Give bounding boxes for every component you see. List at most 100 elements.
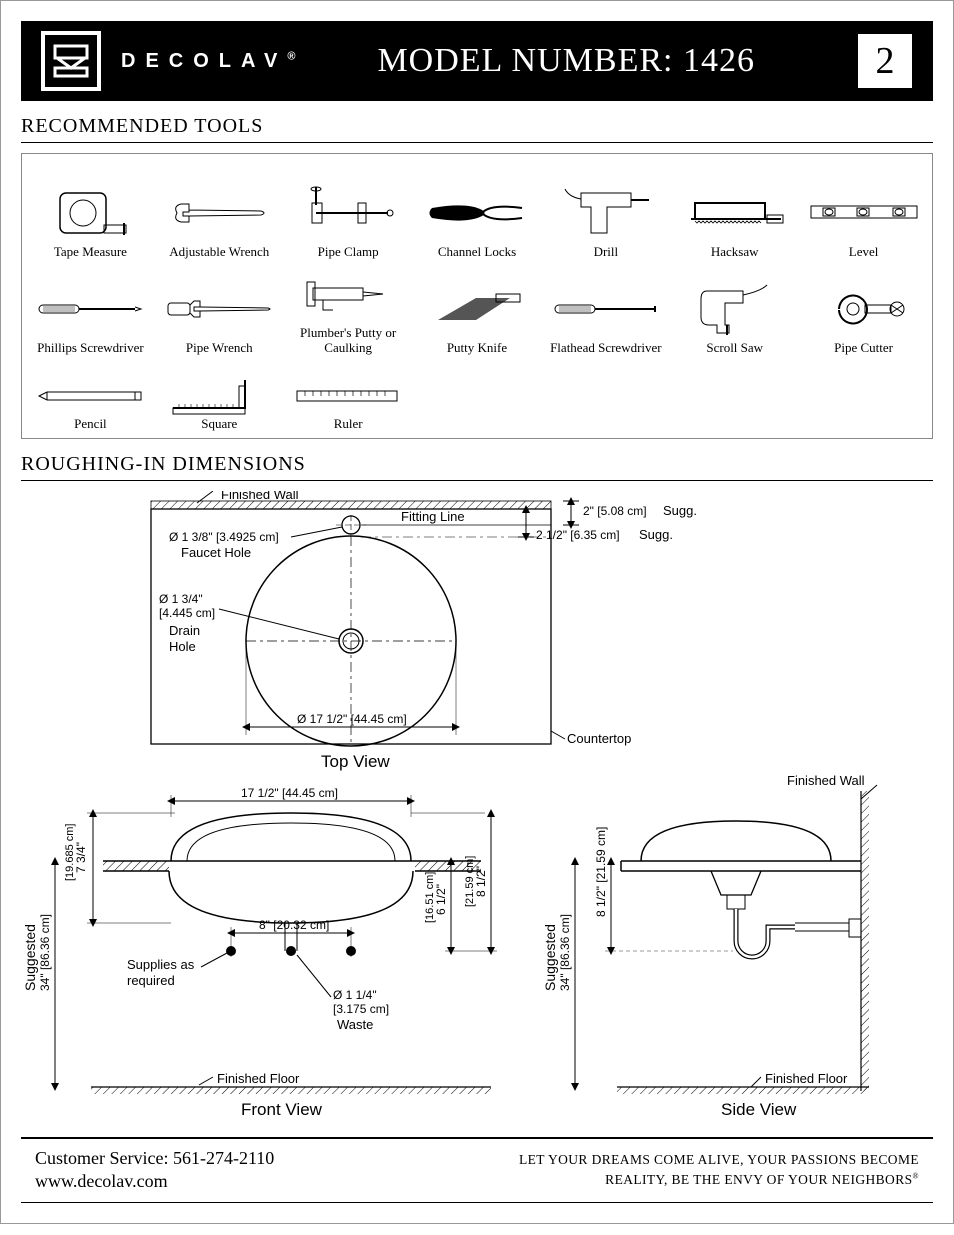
svg-text:Finished Floor: Finished Floor [765, 1071, 848, 1086]
tool-label: Putty Knife [447, 341, 507, 356]
channel-locks-icon [427, 198, 527, 228]
footer-bar: Customer Service: 561-274-2110 www.decol… [21, 1137, 933, 1203]
svg-text:8 1/2": 8 1/2" [474, 866, 488, 897]
tool-pipe-wrench: Pipe Wrench [157, 264, 282, 356]
tool-label: Level [849, 245, 879, 260]
tool-label: Adjustable Wrench [169, 245, 269, 260]
tool-tape-measure: Tape Measure [28, 168, 153, 260]
tool-label: Scroll Saw [706, 341, 763, 356]
tool-channel-locks: Channel Locks [415, 168, 540, 260]
svg-text:Sugg.: Sugg. [639, 527, 673, 542]
svg-text:Waste: Waste [337, 1017, 373, 1032]
footer-left: Customer Service: 561-274-2110 www.decol… [35, 1147, 274, 1194]
tool-label: Pencil [74, 417, 107, 432]
svg-text:Ø 17 1/2" [44.45 cm]: Ø 17 1/2" [44.45 cm] [297, 712, 407, 726]
phillips-screwdriver-icon [35, 299, 145, 319]
svg-text:Sugg.: Sugg. [663, 503, 697, 518]
logo-icon [53, 44, 89, 78]
page-number: 2 [876, 39, 895, 83]
divider [21, 142, 933, 143]
svg-text:required: required [127, 973, 175, 988]
footer-right: LET YOUR DREAMS COME ALIVE, YOUR PASSION… [519, 1150, 919, 1191]
svg-text:[16.51 cm]: [16.51 cm] [424, 872, 436, 923]
diagrams-container: Finished Wall Fitting Line [21, 491, 933, 1131]
svg-text:2" [5.08 cm]: 2" [5.08 cm] [583, 504, 647, 518]
svg-text:Suggested: Suggested [22, 924, 38, 991]
roughing-section-title: ROUGHING-IN DIMENSIONS [21, 453, 933, 476]
tools-box: Tape Measure Adjustable Wrench Pipe Clam… [21, 153, 933, 439]
tool-label: Hacksaw [711, 245, 759, 260]
tool-flathead-screwdriver: Flathead Screwdriver [543, 264, 668, 356]
svg-text:[4.445 cm]: [4.445 cm] [159, 606, 215, 620]
scroll-saw-icon [695, 281, 775, 337]
tools-grid-row3: Pencil Square Ruler [28, 362, 926, 432]
svg-text:Supplies as: Supplies as [127, 957, 195, 972]
svg-text:Suggested: Suggested [542, 924, 558, 991]
svg-text:Top View: Top View [321, 752, 390, 771]
brand-text: DECOLAV® [121, 50, 295, 73]
svg-text:Front View: Front View [241, 1100, 323, 1119]
tool-label: Square [201, 417, 237, 432]
tool-putty-knife: Putty Knife [415, 264, 540, 356]
svg-text:[21.59 cm]: [21.59 cm] [464, 856, 476, 907]
brand-logo [41, 31, 101, 91]
svg-text:6 1/2": 6 1/2" [434, 884, 448, 915]
svg-text:Fitting Line: Fitting Line [401, 509, 465, 524]
pencil-icon [35, 390, 145, 402]
drill-icon [561, 185, 651, 241]
svg-text:2 1/2" [6.35 cm]: 2 1/2" [6.35 cm] [536, 528, 620, 542]
tools-grid-row1: Tape Measure Adjustable Wrench Pipe Clam… [28, 168, 926, 356]
page: DECOLAV® MODEL NUMBER: 1426 2 RECOMMENDE… [0, 0, 954, 1224]
ruler-icon [293, 389, 403, 403]
svg-text:34" [86.36 cm]: 34" [86.36 cm] [38, 914, 52, 991]
tools-section-title: RECOMMENDED TOOLS [21, 115, 933, 138]
adjustable-wrench-icon [169, 198, 269, 228]
svg-text:Drain: Drain [169, 623, 200, 638]
tool-drill: Drill [543, 168, 668, 260]
svg-text:Hole: Hole [169, 639, 196, 654]
svg-text:Side View: Side View [721, 1100, 797, 1119]
svg-text:[3.175 cm]: [3.175 cm] [333, 1002, 389, 1016]
svg-text:8" [20.32 cm]: 8" [20.32 cm] [259, 918, 329, 932]
tool-label: Drill [594, 245, 619, 260]
level-icon [809, 204, 919, 222]
tape-measure-icon [50, 185, 130, 241]
svg-text:Ø 1 3/4": Ø 1 3/4" [159, 592, 203, 606]
putty-knife-icon [432, 292, 522, 326]
website-line: www.decolav.com [35, 1170, 274, 1193]
pipe-wrench-icon [164, 297, 274, 321]
tool-label: Pipe Wrench [186, 341, 253, 356]
tool-pipe-cutter: Pipe Cutter [801, 264, 926, 356]
tool-label: Flathead Screwdriver [550, 341, 662, 356]
tool-ruler: Ruler [286, 362, 411, 432]
roughing-diagram: Finished Wall Fitting Line [21, 491, 921, 1131]
svg-text:7 3/4": 7 3/4" [74, 842, 88, 873]
model-number: MODEL NUMBER: 1426 [295, 42, 837, 80]
divider [21, 480, 933, 481]
tool-level: Level [801, 168, 926, 260]
pipe-clamp-icon [298, 185, 398, 241]
square-icon [169, 376, 269, 416]
tool-plumbers-putty: Plumber's Putty or Caulking [286, 264, 411, 356]
tool-pencil: Pencil [28, 362, 153, 432]
tool-label: Ruler [334, 417, 363, 432]
svg-text:Finished Wall: Finished Wall [787, 773, 865, 788]
flathead-screwdriver-icon [551, 299, 661, 319]
svg-text:Countertop: Countertop [567, 731, 631, 746]
tool-phillips-screwdriver: Phillips Screwdriver [28, 264, 153, 356]
svg-text:34" [86.36 cm]: 34" [86.36 cm] [558, 914, 572, 991]
svg-text:17 1/2" [44.45 cm]: 17 1/2" [44.45 cm] [241, 786, 338, 800]
page-number-box: 2 [857, 33, 913, 89]
svg-text:Finished Floor: Finished Floor [217, 1071, 300, 1086]
tool-label: Plumber's Putty or Caulking [286, 326, 411, 356]
tool-label: Tape Measure [54, 245, 127, 260]
hacksaw-icon [685, 193, 785, 233]
svg-text:Ø 1 1/4": Ø 1 1/4" [333, 988, 377, 1002]
tagline-2: REALITY, BE THE ENVY OF YOUR NEIGHBORS® [519, 1170, 919, 1190]
tool-square: Square [157, 362, 282, 432]
pipe-cutter-icon [819, 287, 909, 331]
svg-text:[19.685 cm]: [19.685 cm] [64, 824, 76, 881]
caulking-gun-icon [303, 274, 393, 314]
svg-text:8 1/2" [21.59 cm]: 8 1/2" [21.59 cm] [594, 827, 608, 917]
tool-label: Phillips Screwdriver [37, 341, 144, 356]
